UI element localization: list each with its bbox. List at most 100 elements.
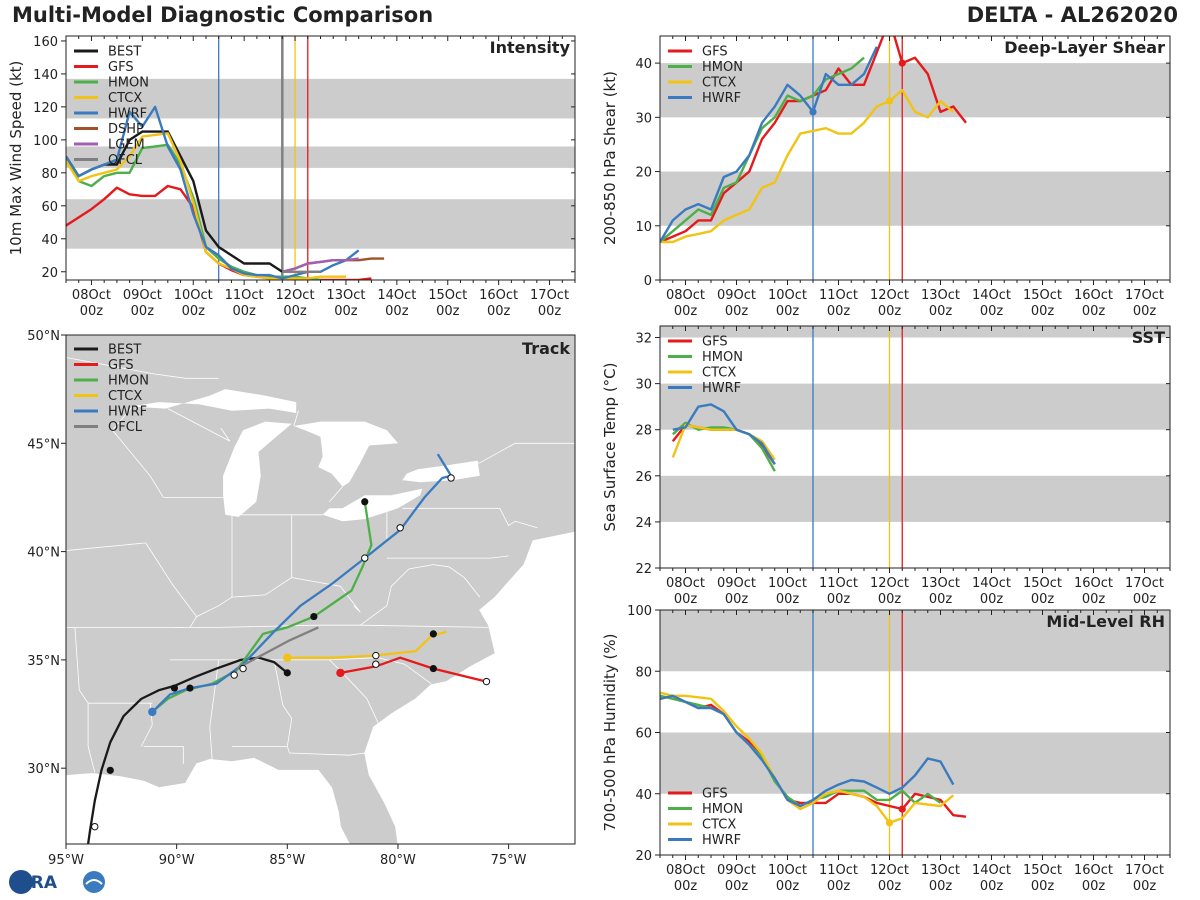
state-border: [66, 627, 96, 773]
intensity-y-tick-label: 20: [41, 266, 58, 281]
shear-band: [660, 171, 1170, 226]
rh-legend-label-ctcx: CTCX: [702, 818, 736, 833]
track-y-tick-label: 30°N: [27, 762, 60, 777]
rh-legend-label-hwrf: HWRF: [702, 833, 741, 848]
track-point-best: [283, 669, 291, 677]
rh-panel-title: Mid-Level RH: [1046, 612, 1165, 631]
rh-x-tick-label: 11Oct: [819, 863, 858, 878]
shear-x-tick-label: 15Oct: [1023, 288, 1062, 303]
rh-x-tick-label: 09Oct: [717, 863, 756, 878]
track-y-tick-label: 35°N: [27, 654, 60, 669]
sst-legend-label-ctcx: CTCX: [702, 366, 736, 381]
track-ofcl: [235, 626, 319, 670]
intensity-x-tick-hour: 00z: [487, 304, 511, 319]
track-y-tick-label: 45°N: [27, 437, 60, 452]
intensity-x-tick-label: 17Oct: [530, 288, 569, 303]
shear-series-ctcx: [660, 88, 955, 244]
intensity-series-lgem: [282, 257, 359, 273]
track-point-ctcx: [372, 651, 380, 660]
panel-shear: 08Oct00z09Oct00z10Oct00z11Oct00z12Oct00z…: [601, 35, 1171, 319]
shear-x-tick-hour: 00z: [929, 304, 953, 319]
intensity-legend-label-ctcx: CTCX: [108, 91, 142, 106]
intensity-legend-label-best: BEST: [108, 45, 141, 60]
shear-x-tick-label: 10Oct: [768, 288, 807, 303]
intensity-x-tick-hour: 00z: [80, 304, 104, 319]
track-panel-title: Track: [522, 339, 570, 358]
sst-plot-content: [671, 326, 903, 568]
track-start-gfs: [336, 668, 345, 678]
track-x-tick-label: 85°W: [269, 853, 305, 868]
track-start-hwrf: [148, 707, 157, 717]
shear-x-tick-hour: 00z: [725, 304, 749, 319]
track-x-tick-label: 80°W: [380, 853, 416, 868]
state-border: [66, 542, 146, 551]
intensity-x-tick-label: 12Oct: [276, 288, 315, 303]
rh-point-ctcx: [885, 819, 894, 827]
shear-x-tick-label: 17Oct: [1125, 288, 1164, 303]
sst-x-tick-label: 09Oct: [717, 576, 756, 591]
sst-x-tick-hour: 00z: [674, 592, 698, 607]
rh-x-tick-hour: 00z: [827, 879, 851, 894]
intensity-x-tick-label: 08Oct: [72, 288, 111, 303]
shear-x-tick-hour: 00z: [878, 304, 902, 319]
sst-y-tick-label: 32: [635, 332, 652, 347]
lake-huron: [293, 421, 398, 487]
cira-logo-globe: [9, 870, 33, 894]
intensity-y-tick-label: 140: [33, 68, 58, 83]
track-hwrf: [151, 453, 453, 713]
intensity-x-tick-label: 15Oct: [428, 288, 467, 303]
shear-x-tick-hour: 00z: [980, 304, 1004, 319]
sst-x-tick-label: 14Oct: [972, 576, 1011, 591]
rh-band: [660, 610, 1170, 672]
shear-x-tick-label: 12Oct: [870, 288, 909, 303]
track-legend-label-ctcx: CTCX: [108, 389, 142, 404]
rh-x-tick-label: 13Oct: [921, 863, 960, 878]
sst-x-tick-label: 17Oct: [1125, 576, 1164, 591]
cira-logo: CIRA: [9, 870, 105, 894]
rh-legend-label-hmon: HMON: [702, 802, 743, 817]
sst-x-tick-hour: 00z: [878, 592, 902, 607]
shear-x-tick-label: 11Oct: [819, 288, 858, 303]
state-border: [360, 568, 410, 626]
track-point-ctcx: [429, 630, 437, 638]
track-point-hwrf: [396, 524, 404, 532]
intensity-x-tick-label: 09Oct: [123, 288, 162, 303]
sst-x-tick-label: 15Oct: [1023, 576, 1062, 591]
state-border: [209, 726, 213, 760]
shear-x-tick-label: 14Oct: [972, 288, 1011, 303]
shear-legend-label-gfs: GFS: [702, 45, 728, 60]
sst-x-tick-label: 08Oct: [666, 576, 705, 591]
rh-x-tick-label: 17Oct: [1125, 863, 1164, 878]
track-point-best: [91, 822, 99, 831]
intensity-plot-content: [66, 36, 385, 280]
noaa-logo-globe: [83, 871, 105, 893]
track-point-gfs: [429, 664, 437, 673]
track-point-hwrf: [239, 664, 247, 673]
state-border: [232, 659, 293, 747]
intensity-y-tick-label: 40: [41, 233, 58, 248]
intensity-legend-label-hmon: HMON: [108, 76, 149, 91]
shear-x-tick-label: 13Oct: [921, 288, 960, 303]
intensity-y-tick-label: 160: [33, 35, 58, 50]
rh-x-tick-label: 08Oct: [666, 863, 705, 878]
rh-x-tick-hour: 00z: [929, 879, 953, 894]
rh-series-ctcx: [660, 691, 955, 824]
shear-x-tick-hour: 00z: [1082, 304, 1106, 319]
rh-legend-label-gfs: GFS: [702, 787, 728, 802]
sst-x-tick-hour: 00z: [980, 592, 1004, 607]
intensity-band: [66, 199, 575, 249]
shear-point-hwrf: [809, 108, 817, 116]
rh-x-tick-label: 14Oct: [972, 863, 1011, 878]
intensity-legend-label-lgem: LGEM: [108, 138, 145, 153]
rh-y-tick-label: 100: [627, 604, 652, 619]
rh-x-tick-hour: 00z: [878, 879, 902, 894]
intensity-x-tick-hour: 00z: [334, 304, 358, 319]
shear-legend-label-hmon: HMON: [702, 60, 743, 75]
sst-x-tick-hour: 00z: [776, 592, 800, 607]
track-legend-label-ofcl: OFCL: [108, 420, 143, 435]
intensity-band: [66, 146, 575, 168]
intensity-x-tick-hour: 00z: [538, 304, 562, 319]
track-x-tick-label: 75°W: [491, 853, 527, 868]
state-border: [112, 430, 164, 498]
